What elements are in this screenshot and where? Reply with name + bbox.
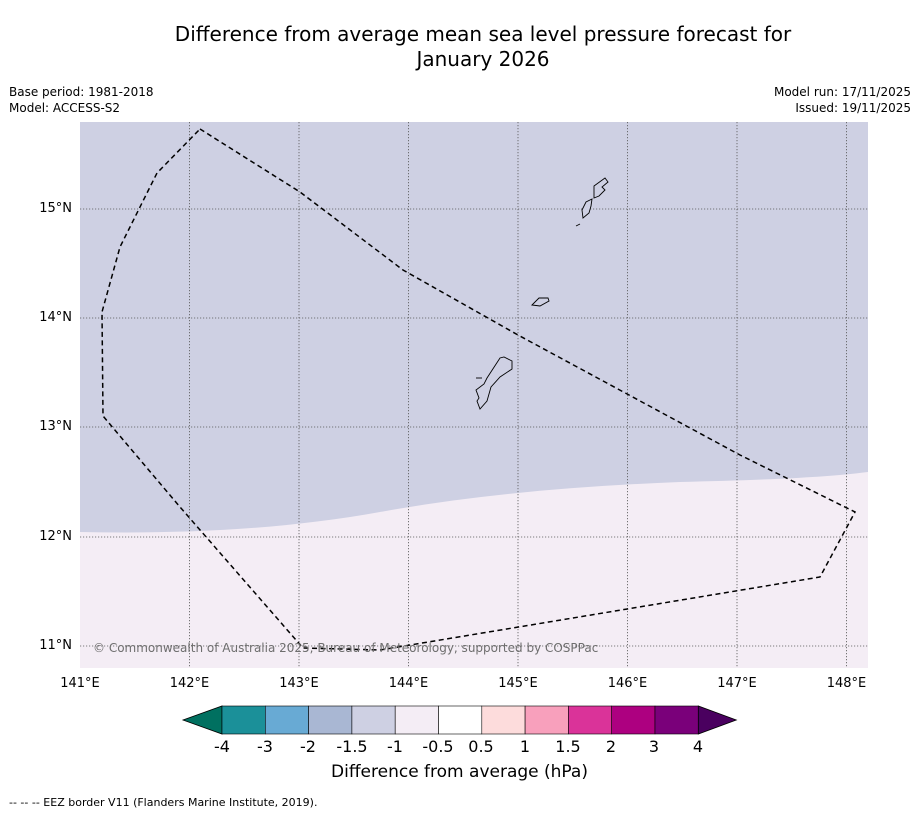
colorbar-swatch (654, 705, 699, 735)
colorbar-label: -1.5 (336, 737, 368, 756)
colorbar-swatch (611, 705, 656, 735)
map-svg (80, 122, 868, 668)
colorbar-label: -3 (257, 737, 273, 756)
colorbar-label: 3 (648, 737, 660, 756)
colorbar-label: -0.5 (422, 737, 454, 756)
colorbar-label: 1 (519, 737, 531, 756)
colorbar-extend-low (181, 705, 223, 735)
map-title: Difference from average mean sea level p… (0, 22, 919, 72)
model-run: Model run: 17/11/2025 (773, 85, 911, 99)
base-period: Base period: 1981-2018 (9, 85, 154, 99)
lon-label-148e: 148°E (826, 676, 867, 691)
colorbar-label: 1.5 (555, 737, 581, 756)
colorbar-swatch (394, 705, 439, 735)
issued-date: Issued: 19/11/2025 (795, 101, 911, 115)
colorbar-label: 4 (692, 737, 704, 756)
lon-label-147e: 147°E (717, 676, 757, 691)
colorbar-swatch (568, 705, 612, 735)
colorbar-title: Difference from average (hPa) (331, 762, 588, 782)
title-line-2: January 2026 (416, 47, 550, 71)
colorbar (181, 705, 738, 735)
coastlines (475, 177, 609, 410)
lat-label-12n: 12°N (39, 529, 72, 544)
lon-label-142e: 142°E (169, 676, 210, 691)
colorbar-swatch (308, 705, 353, 735)
colorbar-swatch (438, 705, 483, 735)
colorbar-swatch (481, 705, 526, 735)
meta-right: Model run: 17/11/2025 Issued: 19/11/2025 (774, 84, 911, 116)
lat-label-11n: 11°N (39, 638, 72, 653)
colorbar-label: -1 (387, 737, 403, 756)
model-name: Model: ACCESS-S2 (9, 101, 121, 115)
colorbar-label: -4 (214, 737, 230, 756)
colorbar-label: 0.5 (468, 737, 494, 756)
eez-border (101, 128, 857, 651)
lon-label-145e: 145°E (498, 676, 538, 691)
colorbar-swatch (221, 705, 266, 735)
lat-label-14n: 14°N (39, 310, 72, 325)
colorbar-swatch (351, 705, 396, 735)
colorbar-swatch (265, 705, 309, 735)
title-line-1: Difference from average mean sea level p… (174, 22, 792, 46)
colorbar-extend-high (697, 705, 738, 735)
lon-label-141e: 141°E (60, 676, 100, 691)
lon-label-146e: 146°E (607, 676, 648, 691)
colorbar-swatch (524, 705, 569, 735)
map-area: © Commonwealth of Australia 2025, Bureau… (80, 122, 868, 668)
lon-label-144e: 144°E (388, 676, 429, 691)
copyright-notice: © Commonwealth of Australia 2025, Bureau… (93, 641, 599, 655)
lon-label-143e: 143°E (279, 676, 319, 691)
eez-footnote: -- -- -- EEZ border V11 (Flanders Marine… (9, 796, 318, 809)
graticule (80, 122, 868, 668)
colorbar-label: 2 (605, 737, 617, 756)
lat-label-13n: 13°N (39, 419, 72, 434)
lat-label-15n: 15°N (39, 201, 72, 216)
meta-left: Base period: 1981-2018 Model: ACCESS-S2 (9, 84, 154, 116)
colorbar-label: -2 (300, 737, 316, 756)
